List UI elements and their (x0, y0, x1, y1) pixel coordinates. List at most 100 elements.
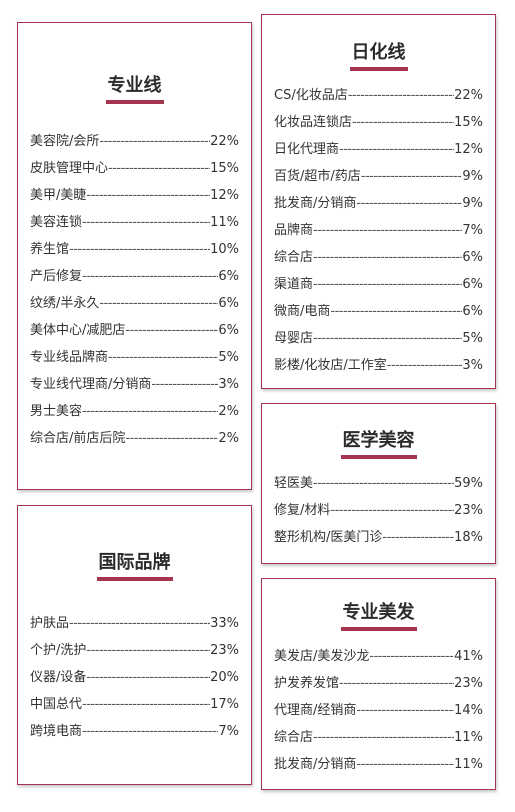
item-name: 母婴店 (274, 331, 314, 346)
leader-dashes: ----------------------------------------… (82, 404, 218, 419)
list-item: 百货/超市/药店--------------------------------… (274, 163, 483, 190)
leader-dashes: ----------------------------------------… (313, 277, 462, 292)
list-item: 化妆品连锁店----------------------------------… (274, 109, 483, 136)
leader-dashes: ----------------------------------------… (369, 649, 454, 664)
item-percent: 11% (454, 757, 483, 772)
item-name: 批发商/分销商 (274, 757, 357, 772)
item-percent: 20% (210, 670, 239, 685)
list-item: 微商/电商-----------------------------------… (274, 298, 483, 325)
leader-dashes: ----------------------------------------… (313, 250, 462, 265)
row-list: CS/化妆品店---------------------------------… (274, 82, 483, 379)
row-list: 美容院/会所 ----------------------------------… (30, 128, 239, 452)
list-item: 男士美容------------------------------------… (30, 398, 239, 425)
item-name: 美容连锁 (30, 215, 83, 230)
list-item: 母婴店-------------------------------------… (274, 325, 483, 352)
leader-dashes: ----------------------------------------… (69, 242, 210, 257)
card-title-text: 专业线 (105, 75, 164, 104)
item-name: 中国总代 (30, 697, 83, 712)
list-item: 整形机构/医美门诊-------------------------------… (274, 524, 483, 551)
list-item: 品牌商-------------------------------------… (274, 217, 483, 244)
leader-dashes: ----------------------------------------… (82, 215, 210, 230)
leader-dashes: ----------------------------------------… (356, 703, 454, 718)
card-title-text: 国际品牌 (96, 552, 173, 581)
leader-dashes: ----------------------------------------… (86, 670, 211, 685)
item-name: 美发店/美发沙龙 (274, 649, 370, 664)
item-name: 美甲/美睫 (30, 188, 87, 203)
list-item: 日化代理商-----------------------------------… (274, 136, 483, 163)
item-name: 轻医美 (274, 476, 314, 491)
list-item: 综合店-------------------------------------… (274, 724, 483, 751)
list-item: 个护/洗护-----------------------------------… (30, 637, 239, 664)
leader-dashes: ----------------------------------------… (330, 304, 462, 319)
list-item: 综合店/前店后院--------------------------------… (30, 425, 239, 452)
item-percent: 3% (462, 358, 483, 373)
item-name: 皮肤管理中心 (30, 161, 109, 176)
item-name: 仪器/设备 (30, 670, 87, 685)
leader-dashes: ----------------------------------------… (69, 616, 210, 631)
leader-dashes: ----------------------------------------… (313, 223, 462, 238)
item-percent: 41% (454, 649, 483, 664)
item-name: 专业线品牌商 (30, 350, 109, 365)
leader-dashes: ----------------------------------------… (125, 431, 218, 446)
leader-dashes: ----------------------------------------… (360, 169, 463, 184)
item-name: 美容院/会所 (30, 134, 100, 149)
leader-dashes: ----------------------------------------… (356, 757, 454, 772)
item-name: 综合店 (274, 250, 314, 265)
item-name: 产后修复 (30, 269, 83, 284)
item-name: 综合店 (274, 730, 314, 745)
item-percent: 7% (462, 223, 483, 238)
card-title-text: 医学美容 (340, 430, 417, 459)
card-title: 医学美容 (262, 430, 495, 459)
item-percent: 11% (210, 215, 239, 230)
item-percent: 59% (454, 476, 483, 491)
item-percent: 22% (210, 134, 239, 149)
list-item: 美容连锁------------------------------------… (30, 209, 239, 236)
item-percent: 14% (454, 703, 483, 718)
item-name: 影楼/化妆店/工作室 (274, 358, 387, 373)
item-name: 护发养发馆 (274, 676, 340, 691)
list-item: 美甲/美睫-----------------------------------… (30, 182, 239, 209)
card-medical-beauty: 医学美容 轻医美 --------------------------------… (261, 403, 496, 564)
item-name: 专业线代理商/分销商 (30, 377, 152, 392)
item-name: 微商/电商 (274, 304, 331, 319)
item-name: 代理商/经销商 (274, 703, 357, 718)
card-daily-chemical-line: 日化线 CS/化妆品店-----------------------------… (261, 14, 496, 389)
item-percent: 23% (210, 643, 239, 658)
leader-dashes: ----------------------------------------… (82, 724, 218, 739)
leader-dashes: ----------------------------------------… (339, 142, 454, 157)
leader-dashes: ----------------------------------------… (86, 188, 211, 203)
item-name: CS/化妆品店 (274, 88, 348, 103)
item-percent: 2% (218, 404, 239, 419)
item-percent: 6% (218, 296, 239, 311)
list-item: CS/化妆品店---------------------------------… (274, 82, 483, 109)
list-item: 影楼/化妆店/工作室------------------------------… (274, 352, 483, 379)
item-percent: 6% (218, 323, 239, 338)
leader-dashes: ----------------------------------------… (347, 88, 454, 103)
row-list: 护肤品-------------------------------------… (30, 610, 239, 745)
list-item: 跨境电商------------------------------------… (30, 718, 239, 745)
item-percent: 33% (210, 616, 239, 631)
list-item: 批发商/分销商---------------------------------… (274, 190, 483, 217)
row-list: 轻医美-------------------------------------… (274, 470, 483, 551)
card-title-text: 专业美发 (340, 602, 417, 631)
item-name: 护肤品 (30, 616, 70, 631)
item-name: 美体中心/减肥店 (30, 323, 126, 338)
card-international-brands: 国际品牌 护肤品 --------------------------------… (17, 505, 252, 785)
leader-dashes: ----------------------------------------… (356, 196, 462, 211)
leader-dashes: ----------------------------------------… (352, 115, 454, 130)
item-name: 纹绣/半永久 (30, 296, 100, 311)
row-list: 美发店/美发沙龙--------------------------------… (274, 643, 483, 778)
item-percent: 5% (462, 331, 483, 346)
item-percent: 5% (218, 350, 239, 365)
item-percent: 12% (454, 142, 483, 157)
card-professional-line: 专业线 美容院/会所 ------------------------------… (17, 22, 252, 490)
list-item: 修复/材料-----------------------------------… (274, 497, 483, 524)
leader-dashes: ----------------------------------------… (108, 350, 218, 365)
item-name: 男士美容 (30, 404, 83, 419)
leader-dashes: ----------------------------------------… (108, 161, 210, 176)
leader-dashes: ----------------------------------------… (313, 331, 462, 346)
list-item: 美发店/美发沙龙--------------------------------… (274, 643, 483, 670)
item-percent: 22% (454, 88, 483, 103)
item-percent: 6% (462, 304, 483, 319)
list-item: 护肤品-------------------------------------… (30, 610, 239, 637)
